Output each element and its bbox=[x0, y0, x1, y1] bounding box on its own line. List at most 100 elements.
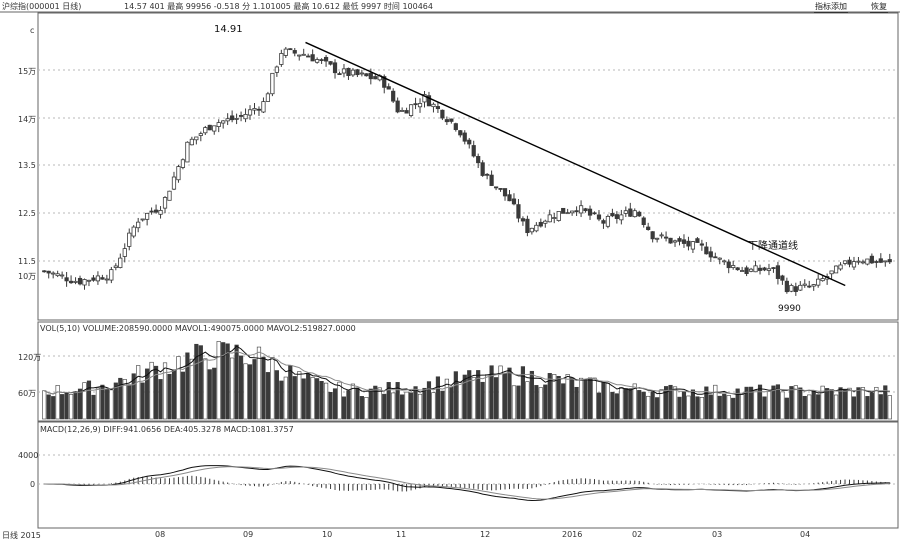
candle-body bbox=[55, 273, 60, 277]
candle-body bbox=[467, 139, 472, 145]
candle-body bbox=[735, 267, 740, 271]
volume-bar bbox=[717, 395, 722, 420]
volume-bar bbox=[140, 382, 145, 420]
volume-bar bbox=[865, 396, 870, 420]
candle-body bbox=[292, 50, 297, 54]
y-tick-top: c bbox=[30, 26, 35, 35]
candle-body bbox=[346, 67, 351, 77]
volume-bar bbox=[185, 352, 190, 420]
volume-bar bbox=[435, 376, 441, 420]
volume-bar bbox=[860, 387, 866, 420]
candle-body bbox=[359, 72, 364, 75]
candle-body bbox=[842, 260, 848, 264]
candle-body bbox=[731, 265, 736, 268]
candle-body bbox=[283, 48, 288, 56]
x-label-5: 12 bbox=[480, 530, 491, 539]
candle-body bbox=[256, 108, 262, 111]
x-label-0: 日线 2015 bbox=[2, 531, 41, 540]
candle-body bbox=[717, 257, 722, 260]
candle-body bbox=[153, 209, 159, 213]
candle-body bbox=[708, 251, 713, 258]
candle-body bbox=[350, 69, 356, 76]
candle-body bbox=[851, 261, 857, 268]
volume-bar bbox=[757, 384, 763, 420]
volume-bar bbox=[373, 385, 378, 420]
volume-bar bbox=[283, 376, 288, 420]
candle-body bbox=[681, 239, 687, 244]
volume-bar bbox=[708, 394, 713, 420]
candle-body bbox=[404, 110, 409, 114]
candle-body bbox=[408, 104, 414, 116]
volume-bar bbox=[740, 394, 745, 420]
candle-body bbox=[86, 279, 92, 282]
volume-bar bbox=[802, 395, 807, 420]
volume-bar bbox=[386, 382, 391, 420]
volume-bar bbox=[534, 385, 539, 420]
volume-bar bbox=[641, 391, 646, 420]
candle-body bbox=[77, 277, 83, 285]
candle-body bbox=[726, 261, 731, 269]
volume-bar bbox=[216, 341, 221, 420]
volume-bar bbox=[319, 380, 324, 420]
candle-body bbox=[686, 240, 691, 247]
candle-body bbox=[176, 166, 181, 181]
candle-body bbox=[538, 221, 543, 227]
candle-body bbox=[601, 220, 606, 224]
volume-bar bbox=[332, 388, 338, 420]
candle-body bbox=[382, 76, 387, 88]
volume-bar bbox=[265, 372, 271, 420]
volume-bar bbox=[225, 343, 230, 420]
volume-bar bbox=[42, 390, 47, 420]
candle-body bbox=[113, 265, 118, 268]
candle-body bbox=[874, 261, 879, 263]
low-price-label: 9990 bbox=[778, 304, 801, 314]
volume-bar bbox=[413, 386, 418, 420]
volume-bar bbox=[650, 391, 655, 420]
candle-body bbox=[655, 237, 660, 240]
volume-bar bbox=[793, 385, 798, 420]
candle-body bbox=[556, 211, 561, 221]
candle-body bbox=[704, 246, 709, 255]
candle-body bbox=[816, 278, 821, 286]
add-indicator-button[interactable]: 指标添加 bbox=[814, 2, 848, 13]
volume-bar bbox=[543, 384, 548, 420]
y-tick-14: 14万 bbox=[18, 115, 37, 124]
volume-bar bbox=[440, 390, 445, 420]
candle-body bbox=[887, 259, 892, 263]
candle-body bbox=[574, 210, 579, 213]
candle-body bbox=[525, 218, 530, 234]
volume-bar bbox=[493, 377, 499, 420]
candle-body bbox=[118, 257, 123, 268]
x-label-7: 02 bbox=[632, 530, 643, 539]
macd-tick-4000: 4000 bbox=[18, 451, 39, 460]
restore-button[interactable]: 恢复 bbox=[870, 2, 888, 13]
candle-body bbox=[677, 238, 682, 242]
candle-body bbox=[315, 59, 320, 63]
candle-body bbox=[462, 132, 467, 142]
volume-bar bbox=[605, 383, 611, 420]
candle-body bbox=[485, 173, 490, 176]
candle-body bbox=[435, 106, 441, 110]
volume-bar bbox=[659, 389, 664, 420]
y-tick-10: 10万 bbox=[18, 272, 37, 281]
volume-bar bbox=[686, 395, 691, 420]
volume-bar bbox=[632, 383, 637, 420]
volume-bar bbox=[127, 384, 132, 420]
volume-bar bbox=[198, 345, 203, 420]
volume-bar bbox=[775, 384, 781, 420]
candle-body bbox=[364, 73, 369, 77]
volume-bar bbox=[489, 365, 494, 420]
candle-body bbox=[771, 267, 776, 269]
candle-body bbox=[614, 214, 619, 219]
candle-body bbox=[668, 237, 673, 244]
candle-body bbox=[373, 76, 378, 80]
candle-body bbox=[744, 267, 749, 275]
candle-body bbox=[650, 231, 655, 240]
y-tick-11-5: 11.5 bbox=[18, 257, 36, 266]
y-tick-13-5: 13.5 bbox=[18, 161, 36, 170]
volume-bar bbox=[55, 385, 60, 420]
x-label-1: 08 bbox=[155, 530, 166, 539]
candle-body bbox=[663, 236, 669, 239]
volume-bar bbox=[391, 392, 396, 420]
